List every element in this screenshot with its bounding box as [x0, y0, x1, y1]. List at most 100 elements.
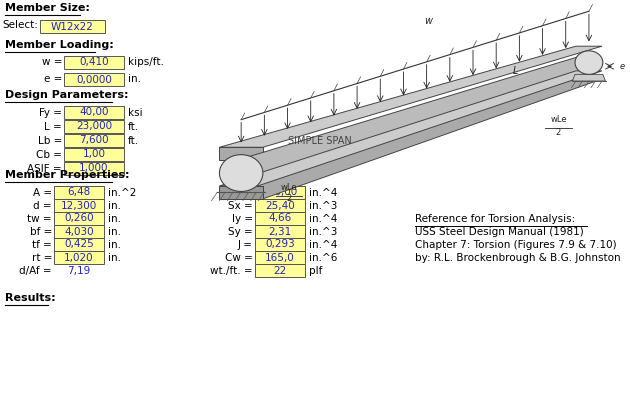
Text: in.^4: in.^4: [309, 214, 338, 224]
Text: Sy =: Sy =: [228, 227, 253, 237]
Polygon shape: [573, 75, 605, 81]
Text: 1,000: 1,000: [79, 164, 109, 173]
FancyBboxPatch shape: [255, 212, 305, 225]
Text: Iy =: Iy =: [232, 214, 253, 224]
Circle shape: [219, 155, 263, 192]
Text: Select:: Select:: [2, 20, 38, 30]
Text: ft.: ft.: [128, 122, 139, 132]
Text: Reference for Torsion Analysis:: Reference for Torsion Analysis:: [415, 214, 575, 224]
Text: d/Af =: d/Af =: [20, 266, 52, 276]
FancyBboxPatch shape: [54, 186, 104, 199]
Text: A =: A =: [33, 188, 52, 198]
FancyBboxPatch shape: [40, 20, 105, 33]
Text: 0,260: 0,260: [64, 213, 94, 224]
Text: ft.: ft.: [128, 136, 139, 146]
Text: 0,293: 0,293: [265, 239, 295, 249]
Text: in.^4: in.^4: [309, 240, 338, 250]
Text: Member Loading:: Member Loading:: [5, 40, 114, 50]
Text: in.^6: in.^6: [309, 253, 338, 263]
Text: in.: in.: [128, 74, 141, 84]
Text: tw =: tw =: [27, 214, 52, 224]
Polygon shape: [219, 79, 602, 199]
FancyBboxPatch shape: [255, 238, 305, 251]
FancyBboxPatch shape: [255, 199, 305, 212]
Text: 1,020: 1,020: [64, 252, 94, 262]
FancyBboxPatch shape: [64, 120, 124, 133]
Text: 2,31: 2,31: [268, 226, 292, 237]
Text: Cw =: Cw =: [225, 253, 253, 263]
Text: Lb =: Lb =: [38, 136, 62, 146]
Text: L =: L =: [44, 122, 62, 132]
Text: in.: in.: [108, 253, 121, 263]
Text: 165,0: 165,0: [265, 252, 295, 262]
Text: Results:: Results:: [5, 293, 55, 303]
Text: J =: J =: [238, 240, 253, 250]
Text: SIMPLE SPAN: SIMPLE SPAN: [287, 136, 352, 145]
Text: Design Parameters:: Design Parameters:: [5, 90, 129, 100]
FancyBboxPatch shape: [255, 264, 305, 277]
Text: 0,425: 0,425: [64, 239, 94, 249]
Text: Member Properties:: Member Properties:: [5, 170, 130, 180]
FancyBboxPatch shape: [64, 56, 124, 69]
Text: 40,00: 40,00: [79, 107, 109, 117]
Polygon shape: [219, 71, 602, 186]
Text: USS Steel Design Manual (1981): USS Steel Design Manual (1981): [415, 227, 584, 237]
Text: 0,0000: 0,0000: [76, 75, 112, 85]
Text: wLe: wLe: [550, 115, 567, 124]
FancyBboxPatch shape: [54, 251, 104, 264]
Text: wLe: wLe: [281, 183, 297, 192]
Text: e =: e =: [43, 74, 62, 84]
Text: ASIF =: ASIF =: [27, 164, 62, 174]
Text: Sx =: Sx =: [228, 201, 253, 211]
FancyBboxPatch shape: [64, 148, 124, 161]
Polygon shape: [238, 54, 587, 186]
Circle shape: [575, 51, 603, 75]
Text: 2: 2: [287, 194, 292, 202]
FancyBboxPatch shape: [64, 134, 124, 147]
Text: in.^2: in.^2: [108, 188, 136, 198]
FancyBboxPatch shape: [54, 238, 104, 251]
Text: wt./ft. =: wt./ft. =: [210, 266, 253, 276]
Text: 4,030: 4,030: [64, 226, 94, 237]
FancyBboxPatch shape: [54, 212, 104, 225]
Polygon shape: [219, 46, 602, 147]
Text: rt =: rt =: [32, 253, 52, 263]
FancyBboxPatch shape: [255, 251, 305, 264]
Text: 23,000: 23,000: [76, 122, 112, 132]
Text: 0,410: 0,410: [79, 58, 109, 68]
Text: Ix =: Ix =: [232, 188, 253, 198]
Text: 7,19: 7,19: [67, 266, 91, 276]
Polygon shape: [219, 147, 263, 160]
Text: 156,00: 156,00: [262, 188, 298, 198]
Text: in.^3: in.^3: [309, 201, 338, 211]
Text: w: w: [424, 16, 432, 26]
Text: Chapter 7: Torsion (Figures 7.9 & 7.10): Chapter 7: Torsion (Figures 7.9 & 7.10): [415, 240, 617, 250]
Text: 6,48: 6,48: [67, 188, 91, 198]
Text: 7,600: 7,600: [79, 136, 109, 145]
Text: 1,00: 1,00: [83, 149, 105, 160]
Text: in.^4: in.^4: [309, 188, 338, 198]
Text: 25,40: 25,40: [265, 200, 295, 211]
FancyBboxPatch shape: [54, 199, 104, 212]
Text: Member Size:: Member Size:: [5, 3, 90, 13]
FancyBboxPatch shape: [64, 106, 124, 119]
Text: tf =: tf =: [32, 240, 52, 250]
Text: bf =: bf =: [30, 227, 52, 237]
Text: Cb =: Cb =: [36, 150, 62, 160]
Text: 22: 22: [273, 266, 287, 275]
FancyBboxPatch shape: [64, 162, 124, 175]
Text: kips/ft.: kips/ft.: [128, 57, 164, 67]
Text: in.: in.: [108, 240, 121, 250]
Text: by: R.L. Brockenbrough & B.G. Johnston: by: R.L. Brockenbrough & B.G. Johnston: [415, 253, 621, 263]
Text: 2: 2: [556, 128, 561, 137]
Text: plf: plf: [309, 266, 323, 276]
FancyBboxPatch shape: [255, 186, 305, 199]
Text: Fy =: Fy =: [39, 108, 62, 118]
Text: in.: in.: [108, 214, 121, 224]
Polygon shape: [219, 186, 263, 199]
Text: in.^3: in.^3: [309, 227, 338, 237]
Text: 4,66: 4,66: [268, 213, 292, 224]
Text: in.: in.: [108, 227, 121, 237]
Text: 12,300: 12,300: [61, 200, 97, 211]
Text: d =: d =: [33, 201, 52, 211]
